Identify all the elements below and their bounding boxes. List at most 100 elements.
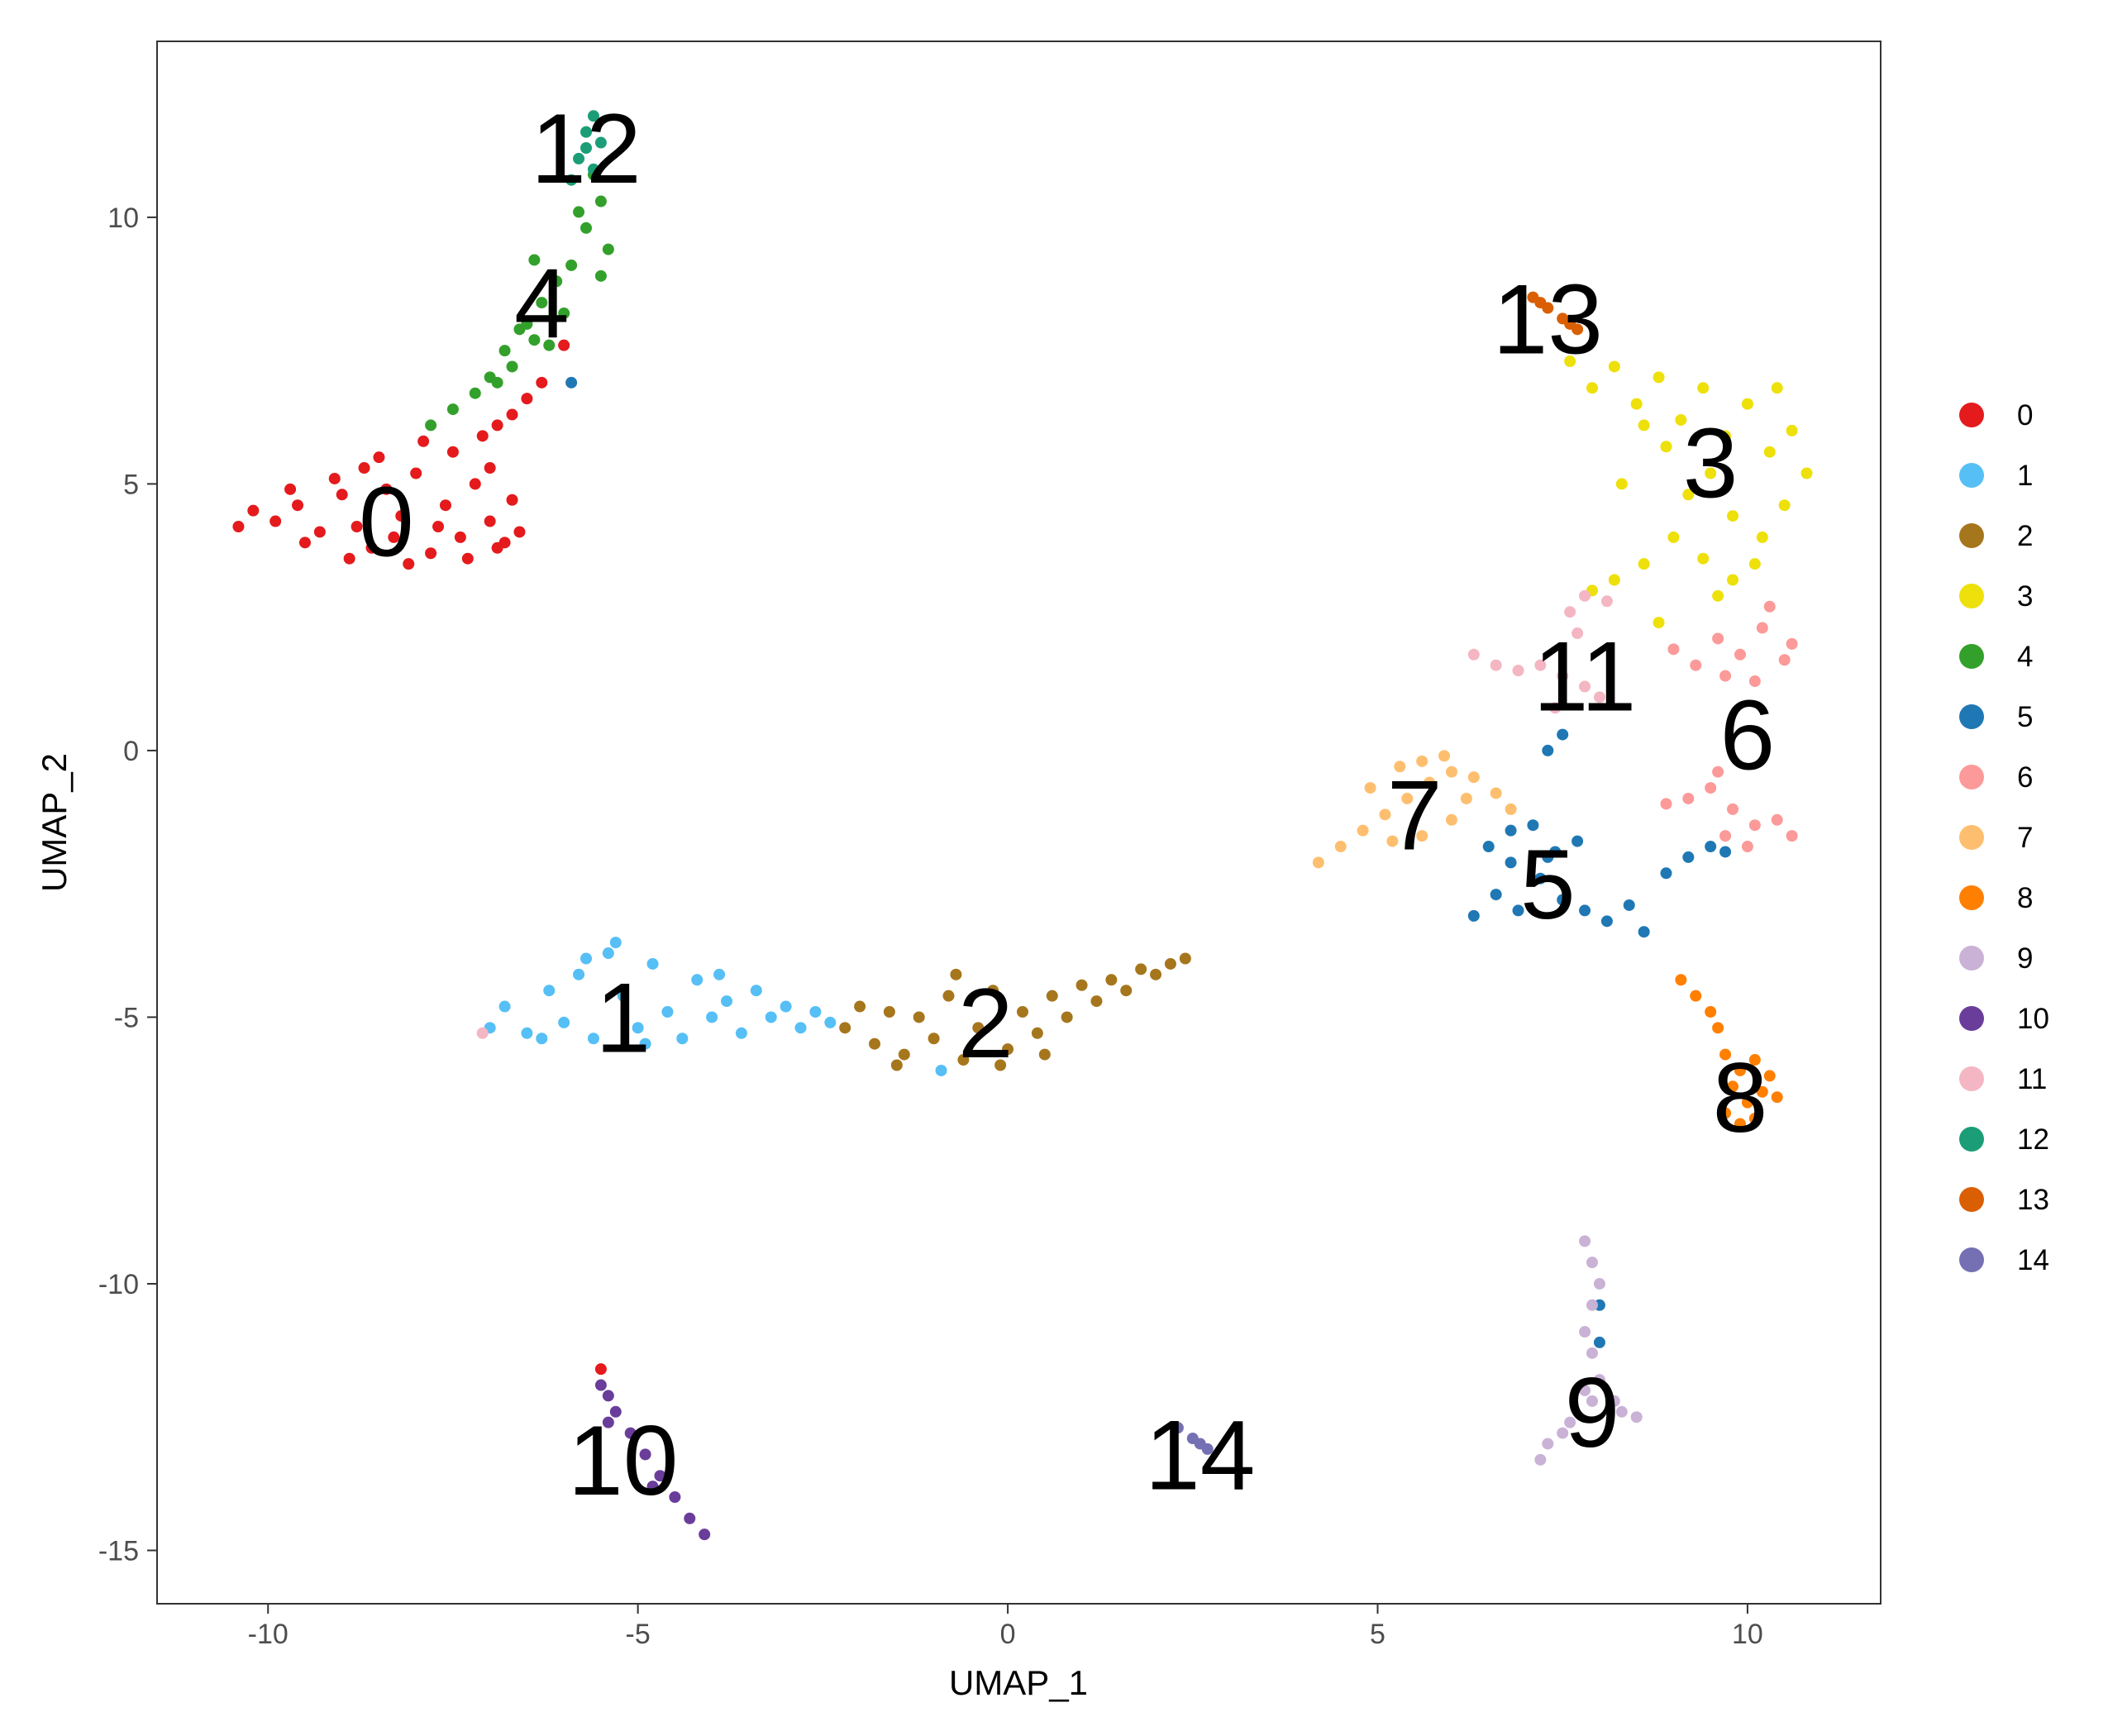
data-point — [1571, 835, 1584, 847]
data-point — [1512, 665, 1524, 677]
data-point — [1705, 782, 1717, 794]
cluster-0-points — [232, 339, 607, 1376]
data-point — [1312, 856, 1324, 869]
y-tick-label: -10 — [98, 1269, 139, 1300]
legend-label: 9 — [2017, 942, 2033, 975]
data-point — [1705, 1005, 1717, 1018]
legend-label: 7 — [2017, 822, 2033, 854]
y-tick-label: -15 — [98, 1535, 139, 1567]
data-point — [1734, 1064, 1746, 1076]
data-point — [1719, 830, 1732, 842]
data-point — [1771, 1091, 1783, 1104]
cluster-label: 13 — [1493, 264, 1603, 374]
data-point — [1705, 841, 1717, 853]
cluster-13-points — [1527, 291, 1584, 336]
x-tick-label: 0 — [1000, 1619, 1016, 1650]
data-point — [1120, 985, 1133, 997]
legend-label: 3 — [2017, 580, 2033, 613]
data-point — [558, 1016, 570, 1028]
data-point — [890, 1059, 903, 1071]
data-point — [292, 499, 304, 512]
data-point — [957, 1054, 970, 1066]
data-point — [543, 985, 556, 997]
data-point — [609, 937, 622, 949]
data-point — [1653, 371, 1665, 384]
data-point — [469, 387, 481, 399]
points-layer — [232, 110, 1813, 1541]
data-point — [1763, 446, 1776, 458]
data-point — [351, 520, 363, 532]
data-point — [1741, 841, 1753, 853]
data-point — [883, 1005, 895, 1018]
data-point — [1150, 968, 1162, 980]
data-point — [594, 269, 607, 282]
cluster-label: 6 — [1720, 680, 1776, 791]
data-point — [558, 307, 570, 319]
data-point — [1748, 1113, 1761, 1125]
legend-swatch — [1959, 704, 1984, 729]
legend-swatch — [1959, 1006, 1984, 1031]
data-point — [1357, 824, 1369, 837]
data-point — [1778, 499, 1791, 512]
data-point — [1534, 297, 1547, 309]
data-point — [1490, 787, 1502, 799]
data-point — [1727, 803, 1739, 815]
data-point — [1482, 841, 1495, 853]
data-point — [1579, 904, 1591, 917]
data-point — [1712, 589, 1724, 602]
data-point — [1386, 835, 1399, 847]
data-point — [1445, 765, 1457, 778]
data-point — [639, 1037, 651, 1050]
data-point — [594, 136, 607, 149]
data-point — [691, 974, 703, 986]
data-point — [484, 462, 496, 475]
data-point — [750, 985, 762, 997]
data-point — [602, 1390, 614, 1402]
data-point — [1675, 974, 1687, 986]
data-point — [1416, 755, 1428, 767]
data-point — [461, 552, 474, 565]
cluster-label: 4 — [514, 248, 570, 359]
data-point — [1586, 1395, 1599, 1407]
data-point — [1564, 1416, 1576, 1428]
data-point — [1682, 851, 1695, 863]
legend-swatch — [1959, 885, 1984, 910]
data-point — [580, 126, 593, 138]
data-point — [602, 1416, 614, 1428]
data-point — [1579, 1235, 1591, 1247]
data-point — [824, 1016, 837, 1028]
data-point — [1756, 622, 1768, 634]
cluster-1-points — [484, 937, 947, 1076]
data-point — [1719, 1107, 1732, 1119]
data-point — [1638, 419, 1650, 432]
legend-item: 8 — [1959, 882, 2033, 914]
data-point — [942, 990, 955, 1002]
y-tick-label: -5 — [114, 1002, 139, 1033]
legend-swatch — [1959, 523, 1984, 548]
data-point — [284, 483, 297, 495]
data-point — [1557, 1427, 1569, 1439]
cluster-label: 8 — [1713, 1042, 1768, 1153]
data-point — [1593, 1277, 1605, 1290]
data-point — [425, 419, 437, 432]
data-point — [1379, 808, 1391, 821]
data-point — [1630, 1411, 1643, 1424]
data-point — [1660, 798, 1672, 810]
data-point — [1586, 1257, 1599, 1269]
data-point — [498, 345, 511, 357]
data-point — [1653, 617, 1665, 629]
data-point — [1046, 990, 1058, 1002]
data-point — [1534, 659, 1547, 671]
data-point — [898, 1048, 910, 1061]
cluster-9-points — [1534, 1235, 1643, 1466]
data-point — [950, 968, 962, 980]
data-point — [854, 1000, 866, 1013]
data-point — [765, 1011, 777, 1023]
cluster-4-points — [425, 169, 614, 432]
data-point — [1467, 909, 1480, 922]
legend-item: 14 — [1959, 1244, 2049, 1276]
data-point — [1682, 489, 1695, 501]
y-tick-label: 10 — [107, 203, 139, 234]
data-point — [1534, 872, 1547, 885]
data-point — [491, 376, 503, 389]
